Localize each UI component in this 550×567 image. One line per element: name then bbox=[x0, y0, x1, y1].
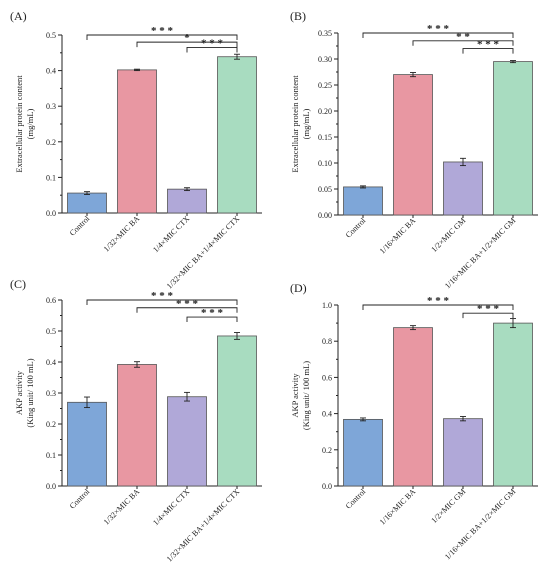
panel-label: (D) bbox=[290, 281, 307, 295]
significance-label: * * * bbox=[151, 290, 174, 302]
chart-panel-3: (C) AKP activity(King unit/ 100 mL) 0.0 0.1… bbox=[10, 277, 262, 564]
y-axis-title-line: (King unit/ 100 mL) bbox=[25, 358, 35, 427]
y-axis-title: AKP activity(King unit/ 100 mL) bbox=[290, 361, 311, 430]
significance-bracket bbox=[86, 34, 238, 40]
x-tick-label: 1/16×MIC BA bbox=[378, 487, 418, 527]
y-tick-label: 0.30 bbox=[318, 55, 332, 64]
significance-label: * * bbox=[456, 31, 470, 43]
y-tick-label: 0.1 bbox=[46, 451, 56, 460]
significance-label: * * * bbox=[151, 25, 174, 37]
y-tick-label: 0.4 bbox=[46, 67, 56, 76]
y-tick-label: 0.05 bbox=[318, 185, 332, 194]
bar bbox=[117, 69, 157, 214]
y-axis-title-line: AKP activity bbox=[14, 370, 24, 415]
y-tick-label: 0.5 bbox=[46, 31, 56, 40]
panel-label: (C) bbox=[10, 277, 26, 291]
y-tick-label: 0.2 bbox=[46, 420, 56, 429]
y-tick-label: 0.6 bbox=[46, 296, 56, 305]
chart-panel-2: (B) Extracellular protein content(mg/mL) 0… bbox=[290, 9, 538, 290]
y-axis-title-line: Extracellular protein content bbox=[14, 75, 24, 173]
x-tick-label: 1/2×MIC GM bbox=[429, 487, 467, 525]
significance-label: * * * bbox=[477, 303, 500, 315]
y-axis-title-line: Extracellular protein content bbox=[290, 75, 300, 173]
significance-label: * * * bbox=[176, 298, 199, 310]
bar bbox=[167, 396, 207, 487]
y-axis-title: AKP activity(King unit/ 100 mL) bbox=[14, 358, 35, 427]
x-tick-label: 1/32×MIC BA bbox=[102, 214, 142, 254]
significance-bracket bbox=[186, 47, 238, 53]
bar bbox=[117, 364, 157, 487]
bar bbox=[493, 322, 533, 487]
y-tick-label: 0.1 bbox=[46, 173, 56, 182]
y-axis-title: Extracellular protein content(mg/mL) bbox=[14, 75, 35, 173]
significance-bracket bbox=[362, 32, 514, 38]
chart-panel-1: (A) Extracellular protein content(mg/mL) 0… bbox=[10, 9, 262, 291]
bar bbox=[343, 418, 383, 487]
bar bbox=[393, 74, 433, 216]
y-tick-label: 0.3 bbox=[46, 102, 56, 111]
y-tick-label: 1.0 bbox=[322, 301, 332, 310]
y-tick-label: 0.3 bbox=[46, 389, 56, 398]
y-tick-label: 0.5 bbox=[46, 327, 56, 336]
panel-label: (A) bbox=[10, 9, 27, 23]
significance-bracket bbox=[362, 304, 514, 310]
x-tick-label: 1/4×MIC CTX bbox=[151, 487, 191, 527]
y-axis-title: Extracellular protein content(mg/mL) bbox=[290, 75, 311, 173]
significance-bracket bbox=[462, 48, 514, 54]
significance-label: * * * bbox=[201, 307, 224, 319]
y-tick-label: 0.0 bbox=[46, 482, 56, 491]
bar bbox=[67, 192, 107, 214]
x-tick-label: 1/32×MIC BA bbox=[102, 487, 142, 527]
x-tick-label: 1/4×MIC CTX bbox=[151, 214, 191, 254]
y-tick-label: 0.8 bbox=[322, 337, 332, 346]
y-tick-label: 0.25 bbox=[318, 81, 332, 90]
bar bbox=[443, 161, 483, 216]
x-tick-label: 1/2×MIC GM bbox=[429, 216, 467, 254]
x-tick-label: Control bbox=[344, 487, 368, 511]
x-tick-label: 1/16×MIC BA bbox=[378, 216, 418, 256]
significance-label: * * * bbox=[427, 23, 450, 35]
y-axis-title-line: AKP activity bbox=[290, 373, 300, 418]
y-tick-label: 0.2 bbox=[46, 138, 56, 147]
y-tick-label: 0.2 bbox=[322, 446, 332, 455]
y-axis-title-line: (mg/mL) bbox=[25, 108, 35, 139]
bar bbox=[167, 188, 207, 214]
y-tick-label: 0.10 bbox=[318, 159, 332, 168]
significance-bracket bbox=[412, 40, 514, 46]
significance-label: * * * bbox=[477, 39, 500, 51]
y-axis-title-line: (mg/mL) bbox=[301, 108, 311, 139]
bar bbox=[217, 56, 257, 214]
bar bbox=[393, 327, 433, 487]
x-tick-label: Control bbox=[344, 216, 368, 240]
y-axis-title-line: (King unit/ 100 mL) bbox=[301, 361, 311, 430]
significance-label: * * * bbox=[427, 295, 450, 307]
y-tick-label: 0.35 bbox=[318, 29, 332, 38]
significance-bracket bbox=[136, 307, 238, 313]
x-tick-label: Control bbox=[68, 214, 92, 238]
significance-bracket bbox=[136, 41, 238, 48]
bar bbox=[443, 418, 483, 487]
bar bbox=[493, 61, 533, 216]
y-tick-label: 0.0 bbox=[46, 209, 56, 218]
significance-bracket bbox=[462, 312, 514, 319]
bar bbox=[343, 186, 383, 216]
panel-label: (B) bbox=[290, 9, 306, 23]
chart-panel-4: (D) AKP activity(King unit/ 100 mL) 0.0 0.2… bbox=[290, 281, 538, 561]
y-tick-label: 0.20 bbox=[318, 107, 332, 116]
significance-bracket bbox=[186, 316, 238, 323]
bar bbox=[217, 335, 257, 487]
significance-label: * bbox=[184, 32, 190, 44]
x-tick-label: Control bbox=[68, 487, 92, 511]
y-tick-label: 0.00 bbox=[318, 211, 332, 220]
y-tick-label: 0.15 bbox=[318, 133, 332, 142]
y-tick-label: 0.6 bbox=[322, 373, 332, 382]
significance-label: * * * bbox=[201, 37, 224, 49]
bar bbox=[67, 401, 107, 487]
y-tick-label: 0.4 bbox=[322, 410, 332, 419]
significance-bracket bbox=[86, 299, 238, 305]
y-tick-label: 0.4 bbox=[46, 358, 56, 367]
y-tick-label: 0.0 bbox=[322, 482, 332, 491]
